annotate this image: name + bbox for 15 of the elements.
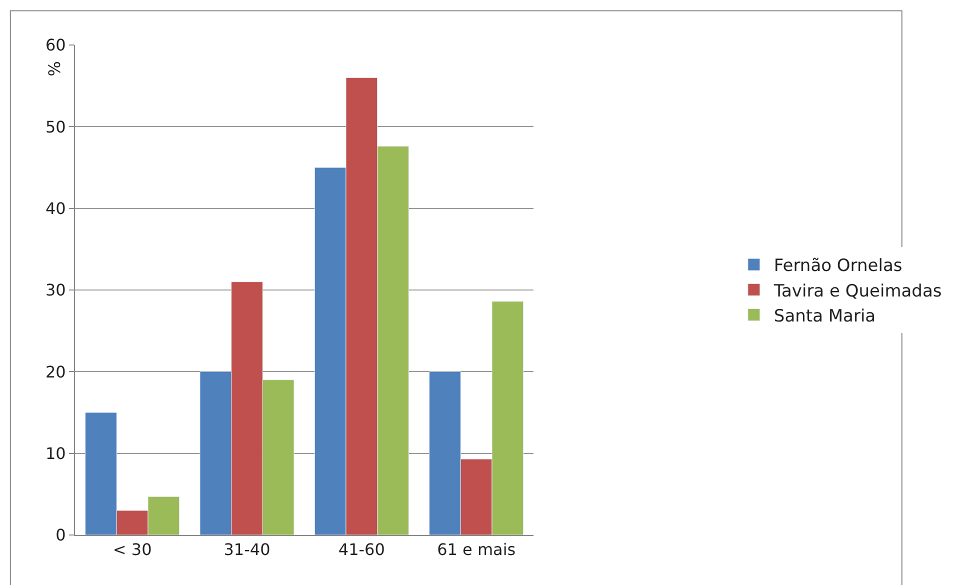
x-tick-label: < 30 (112, 540, 152, 560)
y-tick-label: 10 (45, 444, 66, 463)
y-tick-label: 40 (45, 198, 66, 218)
x-tick-label: 61 e mais (437, 540, 516, 560)
y-tick-label: 20 (45, 362, 66, 382)
legend-label: Santa Maria (774, 306, 876, 326)
y-tick-label: 60 (45, 36, 66, 55)
legend-label: Tavira e Queimadas (772, 281, 942, 302)
y-tick-label: 50 (45, 117, 66, 136)
x-tick-label: 41-60 (338, 540, 385, 560)
x-tick-label: 31-40 (224, 540, 270, 560)
y-tick-label: 0 (56, 526, 66, 545)
y-axis-title: % (45, 61, 64, 76)
y-tick-label: 30 (45, 280, 66, 300)
legend-label: Fernão Ornelas (774, 256, 902, 276)
